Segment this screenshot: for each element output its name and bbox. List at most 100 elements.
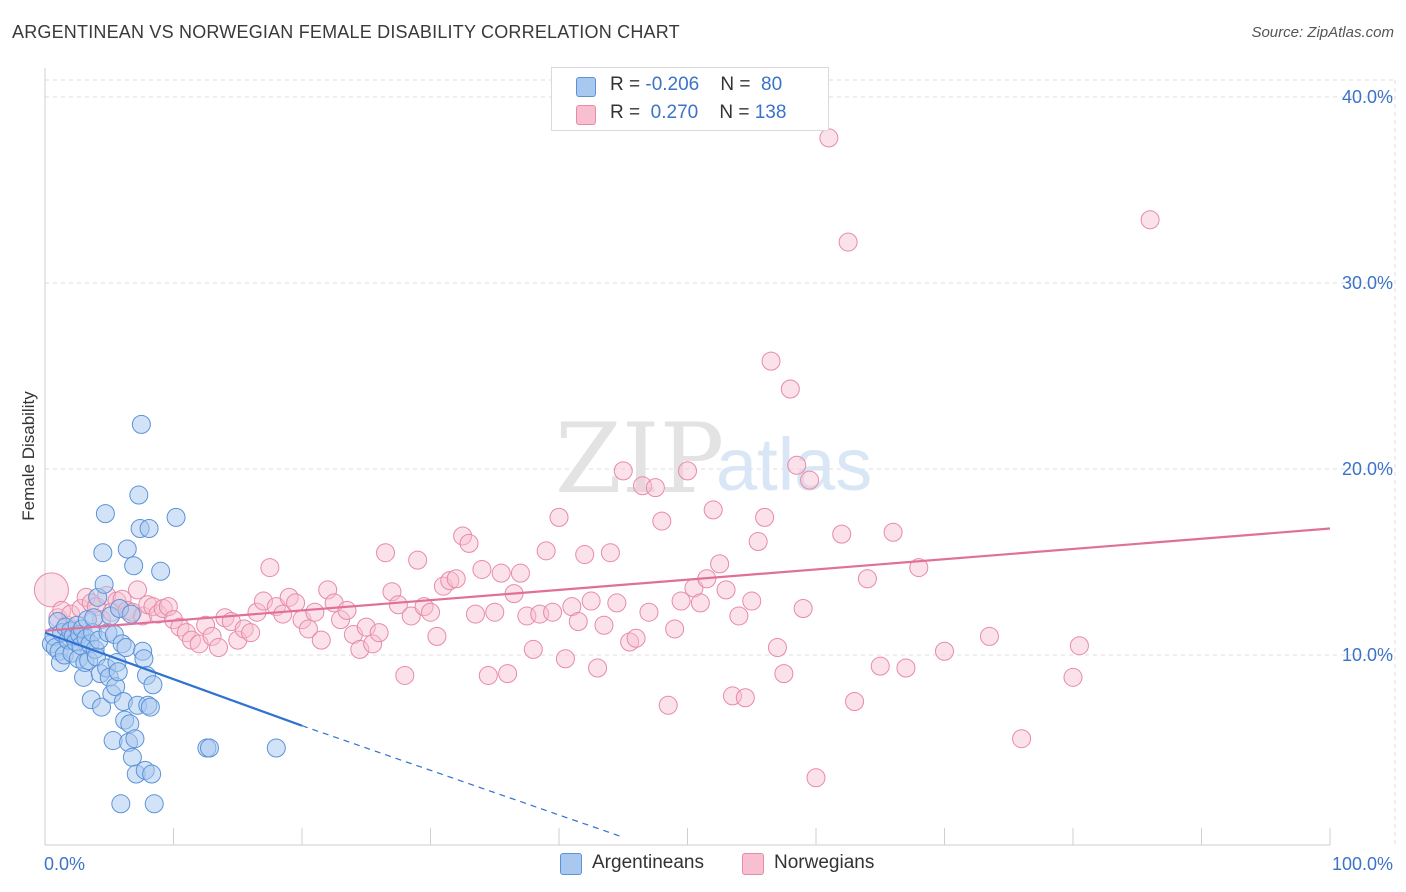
norwegians-point	[337, 600, 357, 620]
norwegians-point	[491, 563, 511, 583]
norwegians-point	[260, 558, 280, 578]
argentineans-point	[129, 485, 149, 505]
argentineans-point	[124, 556, 144, 576]
norwegians-point	[819, 128, 839, 148]
argentineans-point	[166, 507, 186, 527]
norwegians-point	[510, 563, 530, 583]
norwegians-point	[241, 623, 261, 643]
norwegians-point	[979, 626, 999, 646]
argentineans-point	[84, 608, 104, 628]
norwegians-point	[1069, 636, 1089, 656]
norwegians-point	[787, 455, 807, 475]
watermark-atlas: atlas	[716, 423, 872, 506]
norwegians-point	[543, 602, 563, 622]
norwegians-trend-line	[44, 527, 1331, 632]
norwegians-point	[478, 665, 498, 685]
norwegians-point	[253, 591, 273, 611]
norwegians-point	[607, 593, 627, 613]
argentineans-point	[140, 697, 160, 717]
norwegians-point	[1140, 210, 1160, 230]
x-tick-labels: 0.0% 100.0%	[44, 854, 1393, 874]
r-value: -0.206	[645, 74, 700, 95]
norwegians-point	[774, 664, 794, 684]
axes	[44, 68, 1331, 846]
norwegians-point	[536, 541, 556, 561]
norwegians-point	[331, 610, 351, 630]
norwegians-point	[690, 593, 710, 613]
argentineans-point	[143, 675, 163, 695]
r-value: 0.270	[645, 102, 699, 123]
argentineans-point	[131, 414, 151, 434]
norwegians-point	[729, 606, 749, 626]
watermark: ZIP atlas	[555, 403, 872, 515]
norwegians-point	[581, 591, 601, 611]
norwegians-point	[472, 559, 492, 579]
legend-text: R = -0.206 N = 80	[610, 74, 782, 96]
norwegians-point	[645, 478, 665, 498]
norwegians-point	[780, 379, 800, 399]
argentineans-trend-extension	[301, 725, 624, 838]
argentineans-point	[144, 794, 164, 814]
norwegians-point	[421, 602, 440, 622]
norwegians-point	[465, 604, 485, 624]
argentineans-point	[94, 574, 114, 594]
norwegians-point	[305, 602, 325, 622]
norwegians-point	[273, 604, 293, 624]
norwegians-point	[376, 543, 396, 563]
x-tick-label-min: 0.0%	[44, 854, 85, 874]
argentineans-point	[142, 764, 162, 784]
norwegians-point	[446, 569, 466, 589]
argentineans-point	[151, 561, 171, 581]
norwegians-point	[665, 619, 685, 639]
y-tick-label: 10.0%	[1342, 645, 1393, 665]
norwegians-point	[671, 591, 691, 611]
norwegians-point	[440, 571, 460, 591]
argentineans-point	[93, 543, 113, 563]
norwegians-point	[845, 692, 865, 711]
norwegians-point	[838, 232, 858, 252]
source-label: Source: ZipAtlas.com	[1251, 24, 1394, 41]
trend-lines	[44, 527, 1331, 838]
norwegians-point	[575, 545, 595, 565]
norwegians-point	[588, 658, 608, 678]
norwegians-point	[298, 619, 318, 639]
norwegians-point	[1063, 667, 1083, 687]
norwegians-point	[883, 522, 903, 542]
argentineans-point	[139, 519, 159, 539]
norwegians-point	[388, 595, 408, 615]
n-label: N =	[720, 74, 756, 95]
norwegians-point	[485, 602, 505, 622]
norwegians-point	[202, 626, 222, 646]
norwegians-point	[703, 500, 723, 520]
norwegians-point	[369, 623, 389, 643]
argentineans-point	[125, 729, 145, 749]
norwegians-point	[710, 554, 730, 574]
chart-title: ARGENTINEAN VS NORWEGIAN FEMALE DISABILI…	[12, 22, 680, 42]
y-tick-label: 20.0%	[1342, 459, 1393, 479]
argentineans-point	[266, 738, 286, 758]
argentineans-point	[92, 697, 112, 717]
norwegians-point	[568, 612, 588, 632]
norwegians-point	[549, 507, 569, 527]
n-value: 80	[755, 74, 783, 95]
norwegians-point	[909, 558, 929, 578]
norwegians-point	[311, 630, 331, 650]
argentineans-point	[111, 794, 131, 814]
argentineans-point	[108, 662, 128, 682]
n-value: 138	[754, 102, 787, 123]
n-label: N =	[719, 102, 755, 123]
norwegians-point	[793, 599, 813, 618]
norwegians-point	[742, 591, 762, 611]
norwegians-point	[806, 768, 826, 788]
legend-row-norwegians: R = 0.270 N = 138	[576, 102, 786, 128]
norwegians-point	[408, 550, 428, 570]
x-tick-label-max: 100.0%	[1332, 854, 1393, 874]
argentineans-trend-line	[44, 631, 303, 727]
norwegians-swatch	[742, 853, 764, 875]
norwegians-point	[658, 695, 678, 715]
norwegians-point	[735, 688, 755, 708]
norwegians-point	[935, 641, 954, 661]
norwegians-point	[286, 593, 306, 613]
argentineans-point	[121, 604, 141, 624]
norwegians-point	[523, 639, 543, 659]
